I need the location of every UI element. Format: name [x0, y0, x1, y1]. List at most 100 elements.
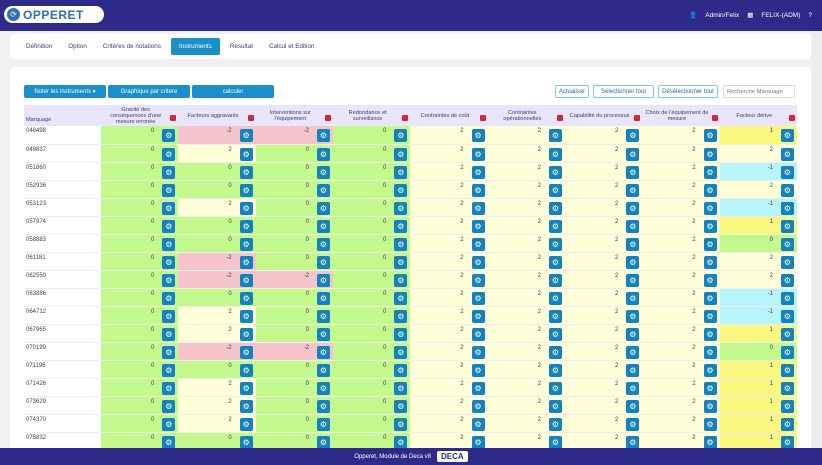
column-header[interactable]: Gravité des conséquences d'une mesure er… [101, 105, 179, 126]
gear-icon[interactable]: ⚙ [471, 291, 485, 305]
gear-icon[interactable]: ⚙ [239, 417, 253, 431]
column-header[interactable]: Contraintes opérationnelles [487, 105, 565, 126]
column-header[interactable]: Facteurs aggravants [178, 105, 256, 126]
gear-icon[interactable]: ⚙ [162, 147, 176, 161]
gear-icon[interactable]: ⚙ [548, 363, 562, 377]
table-row[interactable]: 048498 0 ⚙ -2 ⚙ -2 ⚙ 0 ⚙ 2 ⚙ 2 ⚙ 2 ⚙ 2 ⚙ 1 ⚙ [24, 126, 797, 145]
gear-icon[interactable]: ⚙ [162, 381, 176, 395]
gear-icon[interactable]: ⚙ [394, 345, 408, 359]
gear-icon[interactable]: ⚙ [471, 237, 485, 251]
gear-icon[interactable]: ⚙ [471, 255, 485, 269]
gear-icon[interactable]: ⚙ [626, 129, 640, 142]
pdf-icon[interactable] [789, 115, 795, 121]
gear-icon[interactable]: ⚙ [316, 273, 330, 287]
gear-icon[interactable]: ⚙ [162, 219, 176, 233]
gear-icon[interactable]: ⚙ [703, 129, 717, 142]
gear-icon[interactable]: ⚙ [548, 255, 562, 269]
gear-icon[interactable]: ⚙ [471, 327, 485, 341]
gear-icon[interactable]: ⚙ [548, 309, 562, 323]
pdf-icon[interactable] [170, 115, 177, 121]
gear-icon[interactable]: ⚙ [394, 201, 408, 215]
gear-icon[interactable]: ⚙ [781, 435, 794, 449]
gear-icon[interactable]: ⚙ [703, 327, 717, 341]
gear-icon[interactable]: ⚙ [316, 363, 330, 377]
gear-icon[interactable]: ⚙ [781, 147, 794, 161]
gear-icon[interactable]: ⚙ [394, 165, 408, 179]
help-icon[interactable]: ? [808, 11, 812, 19]
table-row[interactable]: 062550 0 ⚙ -2 ⚙ -2 ⚙ 0 ⚙ 2 ⚙ 2 ⚙ 2 ⚙ 2 ⚙ 2 ⚙ [24, 270, 797, 289]
gear-icon[interactable]: ⚙ [316, 237, 330, 251]
gear-icon[interactable]: ⚙ [703, 381, 717, 395]
gear-icon[interactable]: ⚙ [471, 435, 485, 449]
refresh-button[interactable]: Actualiser [555, 85, 589, 98]
gear-icon[interactable]: ⚙ [626, 219, 640, 233]
pdf-icon[interactable] [324, 115, 331, 121]
gear-icon[interactable]: ⚙ [471, 183, 485, 197]
rate-instruments-button[interactable]: Noter les instruments ▾ [24, 85, 106, 98]
gear-icon[interactable]: ⚙ [548, 273, 562, 287]
gear-icon[interactable]: ⚙ [548, 435, 562, 449]
gear-icon[interactable]: ⚙ [703, 201, 717, 215]
gear-icon[interactable]: ⚙ [394, 255, 408, 269]
gear-icon[interactable]: ⚙ [162, 327, 176, 341]
gear-icon[interactable]: ⚙ [548, 219, 562, 233]
gear-icon[interactable]: ⚙ [703, 309, 717, 323]
table-row[interactable]: 057974 0 ⚙ 0 ⚙ 0 ⚙ 0 ⚙ 2 ⚙ 2 ⚙ 2 ⚙ 2 ⚙ 1 ⚙ [24, 216, 797, 235]
gear-icon[interactable]: ⚙ [239, 291, 253, 305]
table-row[interactable]: 067965 0 ⚙ 2 ⚙ 0 ⚙ 0 ⚙ 2 ⚙ 2 ⚙ 2 ⚙ 2 ⚙ 1 ⚙ [24, 324, 797, 343]
gear-icon[interactable]: ⚙ [316, 183, 330, 197]
calculate-button[interactable]: calculer [192, 85, 274, 98]
gear-icon[interactable]: ⚙ [316, 309, 330, 323]
gear-icon[interactable]: ⚙ [316, 435, 330, 449]
table-row[interactable]: 071426 0 ⚙ 2 ⚙ 0 ⚙ 0 ⚙ 2 ⚙ 2 ⚙ 2 ⚙ 2 ⚙ 1 ⚙ [24, 378, 797, 397]
gear-icon[interactable]: ⚙ [239, 363, 253, 377]
gear-icon[interactable]: ⚙ [781, 399, 794, 413]
gear-icon[interactable]: ⚙ [626, 255, 640, 269]
column-header[interactable]: Interventions sur l'équipement [255, 105, 333, 126]
gear-icon[interactable]: ⚙ [548, 237, 562, 251]
opperet-logo[interactable]: ⟳ OPPERET [4, 6, 104, 23]
gear-icon[interactable]: ⚙ [239, 147, 253, 161]
gear-icon[interactable]: ⚙ [626, 381, 640, 395]
gear-icon[interactable]: ⚙ [626, 183, 640, 197]
gear-icon[interactable]: ⚙ [239, 237, 253, 251]
gear-icon[interactable]: ⚙ [316, 327, 330, 341]
column-header[interactable]: Contraintes de coût [410, 105, 488, 126]
gear-icon[interactable]: ⚙ [703, 417, 717, 431]
gear-icon[interactable]: ⚙ [162, 273, 176, 287]
gear-icon[interactable]: ⚙ [239, 327, 253, 341]
pdf-icon[interactable] [711, 115, 718, 121]
gear-icon[interactable]: ⚙ [316, 381, 330, 395]
gear-icon[interactable]: ⚙ [703, 363, 717, 377]
gear-icon[interactable]: ⚙ [239, 255, 253, 269]
gear-icon[interactable]: ⚙ [471, 147, 485, 161]
table-row[interactable]: 063886 0 ⚙ 0 ⚙ 0 ⚙ 0 ⚙ 2 ⚙ 2 ⚙ 2 ⚙ 2 ⚙ -1 ⚙ [24, 288, 797, 307]
table-row[interactable]: 073629 0 ⚙ 2 ⚙ 0 ⚙ 0 ⚙ 2 ⚙ 2 ⚙ 2 ⚙ 2 ⚙ 1 ⚙ [24, 396, 797, 415]
gear-icon[interactable]: ⚙ [548, 399, 562, 413]
gear-icon[interactable]: ⚙ [394, 327, 408, 341]
gear-icon[interactable]: ⚙ [394, 147, 408, 161]
gear-icon[interactable]: ⚙ [781, 165, 794, 179]
gear-icon[interactable]: ⚙ [781, 129, 794, 142]
tab-0[interactable]: Définition [26, 43, 53, 50]
gear-icon[interactable]: ⚙ [239, 435, 253, 449]
table-row[interactable]: 058883 0 ⚙ 0 ⚙ 0 ⚙ 0 ⚙ 2 ⚙ 2 ⚙ 2 ⚙ 2 ⚙ 0 ⚙ [24, 234, 797, 253]
gear-icon[interactable]: ⚙ [239, 183, 253, 197]
gear-icon[interactable]: ⚙ [703, 237, 717, 251]
gear-icon[interactable]: ⚙ [548, 381, 562, 395]
gear-icon[interactable]: ⚙ [471, 417, 485, 431]
gear-icon[interactable]: ⚙ [471, 165, 485, 179]
gear-icon[interactable]: ⚙ [626, 327, 640, 341]
gear-icon[interactable]: ⚙ [162, 183, 176, 197]
column-header[interactable]: Redondance et surveillance [332, 105, 411, 126]
scrollbar[interactable] [812, 31, 822, 448]
gear-icon[interactable]: ⚙ [548, 183, 562, 197]
gear-icon[interactable]: ⚙ [316, 291, 330, 305]
tab-1[interactable]: Option [68, 43, 87, 50]
table-row[interactable]: 061181 0 ⚙ -2 ⚙ 0 ⚙ 0 ⚙ 2 ⚙ 2 ⚙ 2 ⚙ 2 ⚙ 2 ⚙ [24, 252, 797, 271]
gear-icon[interactable]: ⚙ [394, 381, 408, 395]
gear-icon[interactable]: ⚙ [471, 129, 485, 142]
pdf-icon[interactable] [634, 115, 641, 121]
gear-icon[interactable]: ⚙ [316, 399, 330, 413]
gear-icon[interactable]: ⚙ [626, 201, 640, 215]
